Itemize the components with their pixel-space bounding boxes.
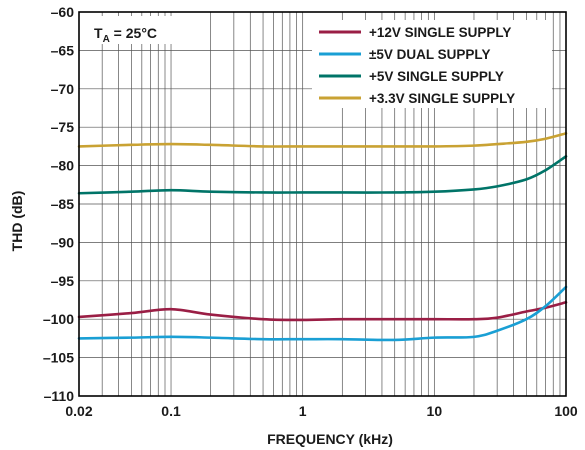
annotation-text: TA = 25°C [94, 25, 157, 45]
y-tick-labels: –60 –65 –70 –75 –80 –85 –90 –95 –100 –105 –110 [43, 4, 74, 404]
annotation-rest: = 25°C [110, 25, 157, 41]
x-tick-labels: 0.02 0.1 1 10 100 [65, 403, 578, 419]
series-line [77, 132, 568, 148]
y-tick-label: –85 [51, 196, 75, 212]
y-tick-label: –95 [51, 273, 75, 289]
y-tick-label: –110 [44, 388, 75, 404]
series-line [77, 301, 568, 322]
series-lines [77, 132, 568, 342]
y-tick-label: –60 [51, 4, 75, 20]
y-tick-label: –65 [51, 42, 75, 58]
legend-background [312, 20, 552, 108]
series-line [77, 285, 568, 342]
x-axis-label: FREQUENCY (kHz) [267, 431, 393, 447]
legend: +12V SINGLE SUPPLY ±5V DUAL SUPPLY +5V SIN… [312, 20, 552, 108]
annotation-main: T [94, 25, 103, 41]
y-tick-label: –90 [51, 234, 75, 250]
annotation-subscript: A [103, 34, 110, 45]
temperature-annotation: TA = 25°C [84, 16, 180, 45]
annotation-background [84, 16, 180, 44]
y-axis-label: THD (dB) [9, 191, 25, 252]
x-tick-label: 0.1 [161, 403, 181, 419]
legend-label: +5V SINGLE SUPPLY [369, 69, 504, 84]
y-tick-label: –105 [43, 350, 74, 366]
series-line [77, 155, 568, 195]
x-tick-label: 100 [554, 403, 578, 419]
y-tick-label: –80 [51, 158, 75, 174]
y-tick-label: –100 [43, 311, 74, 327]
y-tick-label: –75 [51, 119, 75, 135]
x-tick-label: 1 [299, 403, 307, 419]
x-tick-label: 0.02 [65, 403, 92, 419]
y-tick-label: –70 [51, 81, 75, 97]
legend-label: ±5V DUAL SUPPLY [369, 47, 490, 62]
x-tick-label: 10 [427, 403, 443, 419]
plot-grid [79, 12, 566, 396]
plot-frame [78, 11, 567, 397]
legend-label: +12V SINGLE SUPPLY [369, 25, 511, 40]
legend-label: +3.3V SINGLE SUPPLY [369, 91, 515, 106]
